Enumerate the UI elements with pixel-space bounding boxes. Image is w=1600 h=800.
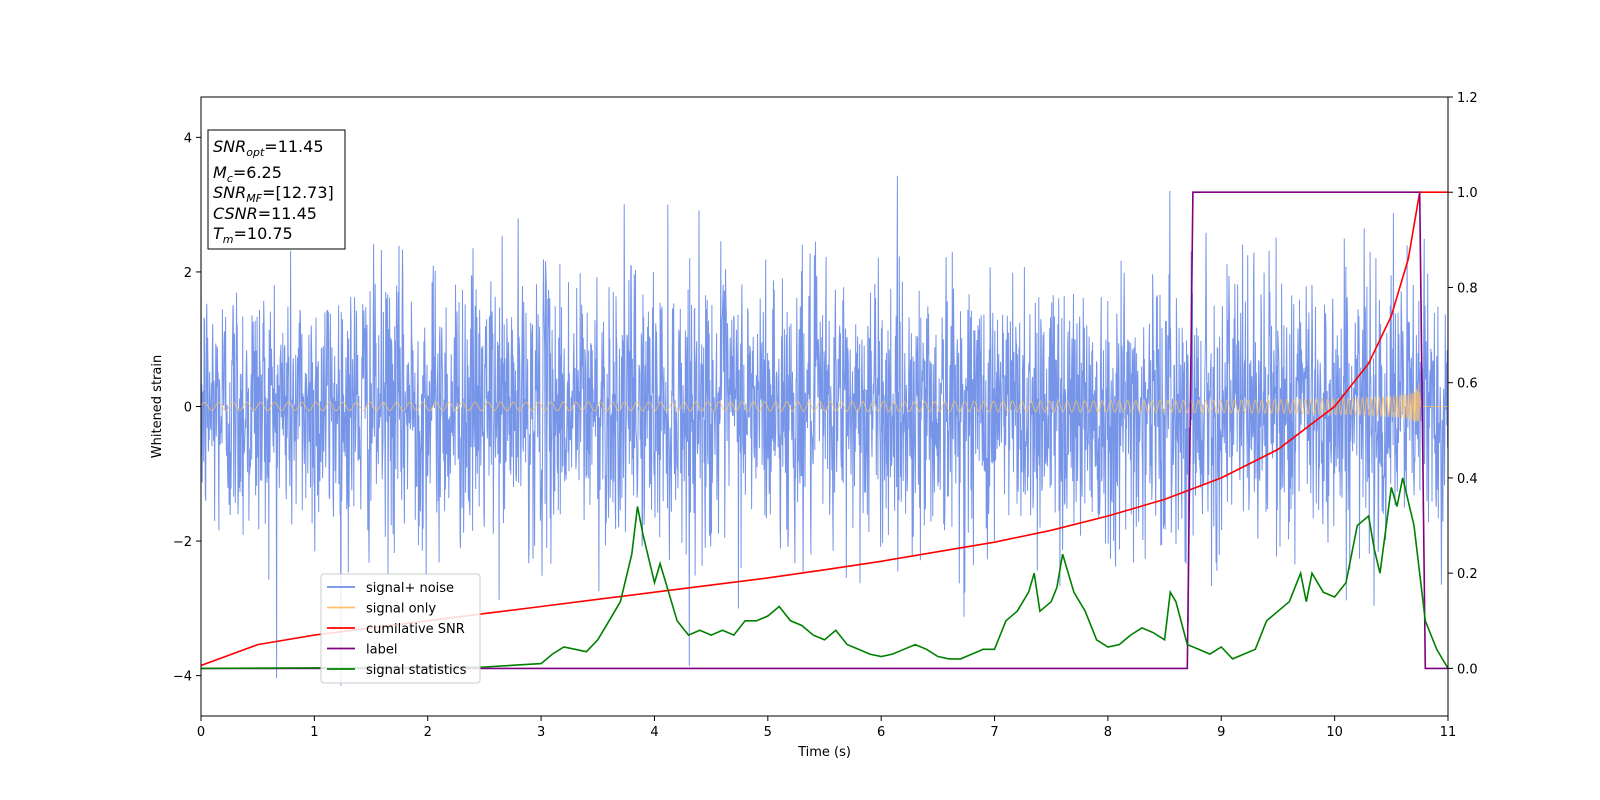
x-tick-label: 6 xyxy=(877,725,885,740)
x-tick-label: 8 xyxy=(1104,725,1112,740)
y2-tick-label: 0.8 xyxy=(1457,281,1478,296)
snr-mf-label: SNR xyxy=(213,183,246,202)
x-tick-label: 0 xyxy=(197,725,205,740)
legend-label: label xyxy=(366,643,397,658)
legend-label: signal+ noise xyxy=(366,581,454,596)
series-signal-noise-line xyxy=(201,175,1448,686)
svg-text:Tm=10.75: Tm=10.75 xyxy=(213,224,293,246)
y-tick-label: 0 xyxy=(184,401,192,416)
y2-tick-label: 1.0 xyxy=(1457,186,1478,201)
y-tick-label: −4 xyxy=(173,670,192,685)
y2-tick-label: 0.6 xyxy=(1457,377,1478,392)
mc-label: M xyxy=(213,163,227,182)
legend-label: signal statistics xyxy=(366,663,467,678)
svg-text:Mc=6.25: Mc=6.25 xyxy=(213,163,282,185)
y-tick-label: −2 xyxy=(173,535,192,550)
snr-opt-label: SNR xyxy=(213,137,246,156)
csnr-label: CSNR xyxy=(213,204,258,223)
y2-tick-label: 0.0 xyxy=(1457,662,1478,677)
x-tick-label: 1 xyxy=(310,725,318,740)
tm-label: T xyxy=(213,224,224,243)
x-tick-label: 11 xyxy=(1440,725,1457,740)
series-signal-only-line xyxy=(201,382,1448,423)
snr-opt-value: =11.45 xyxy=(264,137,323,156)
x-tick-label: 7 xyxy=(990,725,998,740)
y2-tick-label: 0.2 xyxy=(1457,567,1478,582)
x-tick-label: 10 xyxy=(1326,725,1343,740)
legend: signal+ noise signal only cumilative SNR la… xyxy=(320,573,481,684)
x-tick-label: 5 xyxy=(764,725,772,740)
x-tick-label: 3 xyxy=(537,725,545,740)
svg-text:SNRopt=11.45: SNRopt=11.45 xyxy=(213,137,324,159)
mc-value: =6.25 xyxy=(233,163,282,182)
x-tick-label: 4 xyxy=(650,725,658,740)
svg-text:SNRMF=[12.73]: SNRMF=[12.73] xyxy=(213,183,334,205)
y-tick-label: 2 xyxy=(184,266,192,281)
x-tick-label: 2 xyxy=(424,725,432,740)
x-axis-label: Time (s) xyxy=(797,745,851,760)
series-label-line xyxy=(201,191,1448,670)
legend-label: cumilative SNR xyxy=(366,622,465,637)
snr-mf-value: =[12.73] xyxy=(262,183,334,202)
x-tick-label: 9 xyxy=(1217,725,1225,740)
info-box: SNRopt=11.45 Mc=6.25 SNRMF=[12.73] CSNR=… xyxy=(207,129,346,250)
tm-value: =10.75 xyxy=(234,224,293,243)
y2-tick-label: 0.4 xyxy=(1457,472,1478,487)
y-tick-label: 4 xyxy=(184,131,192,146)
csnr-value: =11.45 xyxy=(258,204,317,223)
legend-label: signal only xyxy=(366,602,436,617)
y-axis-label: Whitened strain xyxy=(150,355,165,458)
series-signal-statistics-line xyxy=(201,477,1448,670)
y2-tick-label: 1.2 xyxy=(1457,91,1478,106)
svg-text:CSNR=11.45: CSNR=11.45 xyxy=(213,204,317,223)
